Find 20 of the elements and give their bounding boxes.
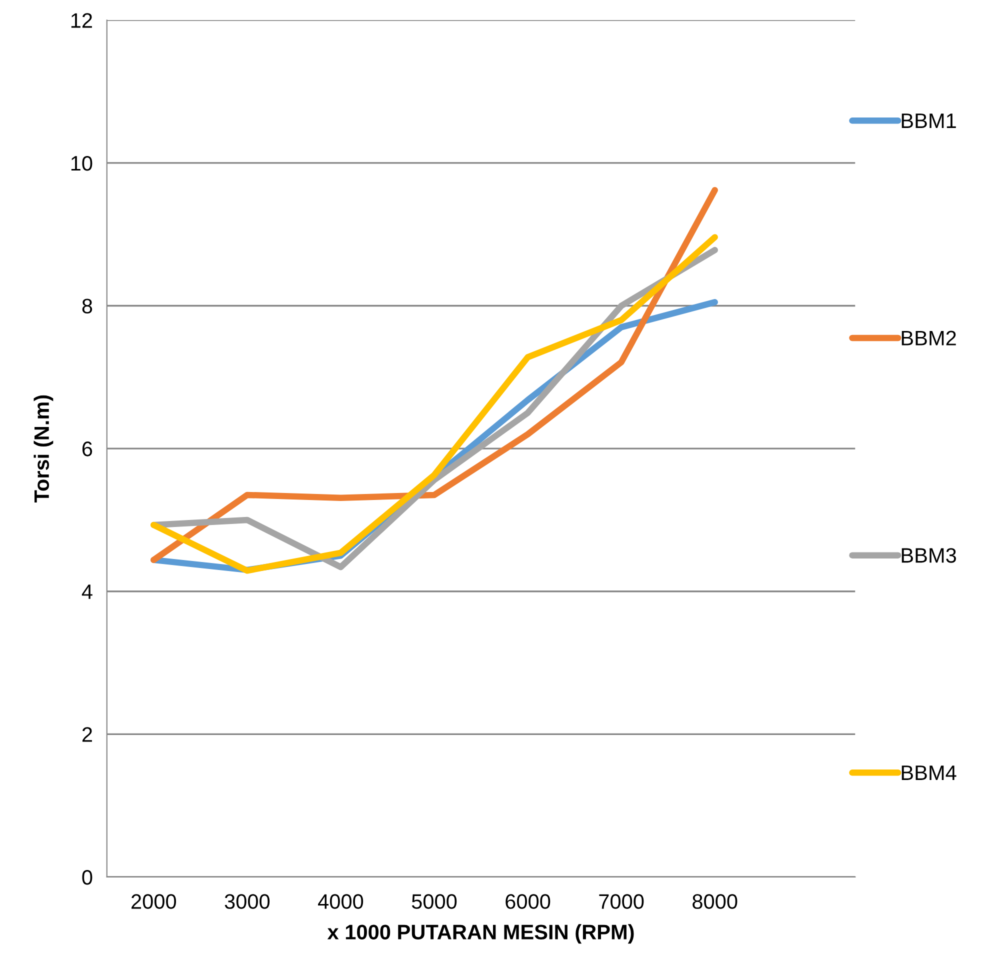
legend-label: BBM1	[902, 114, 956, 128]
y-tick-label: 8	[82, 298, 92, 314]
x-tick-label: 4000	[318, 894, 364, 909]
x-tick-label: 7000	[599, 894, 644, 909]
x-axis-title: x 1000 PUTARAN MESIN (RPM)	[327, 924, 634, 944]
legend-label: BBM4	[902, 766, 956, 780]
x-tick-label: 8000	[692, 894, 738, 909]
x-tick-label: 3000	[224, 894, 270, 909]
legend-label: BBM2	[902, 330, 956, 346]
y-tick-label: 10	[71, 156, 92, 171]
legend-label: BBM3	[902, 548, 956, 563]
y-tick-label: 4	[82, 584, 92, 599]
y-axis-title: Torsi (N.m)	[34, 395, 54, 503]
y-tick-label: 0	[82, 870, 92, 885]
y-tick-label: 6	[82, 442, 92, 456]
y-tick-label: 12	[71, 13, 92, 28]
x-tick-label: 5000	[412, 894, 457, 909]
x-tick-label: 6000	[506, 894, 550, 909]
x-tick-label: 2000	[132, 894, 176, 909]
y-tick-label: 2	[82, 727, 92, 742]
